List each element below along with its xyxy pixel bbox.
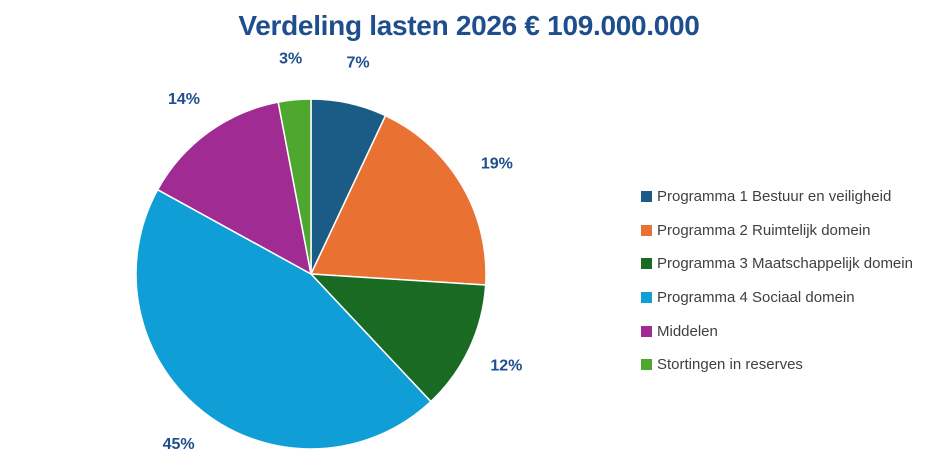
legend-item-3: Programma 3 Maatschappelijk domein: [641, 247, 938, 281]
pie-data-label-5: 14%: [168, 91, 200, 108]
legend-item-4: Programma 4 Sociaal domein: [641, 281, 938, 315]
pie-data-label-2: 19%: [481, 156, 513, 173]
legend-swatch: [641, 292, 652, 304]
pie-data-label-6: 3%: [279, 51, 302, 68]
legend-label: Programma 4 Sociaal domein: [657, 289, 855, 307]
chart-title: Verdeling lasten 2026 € 109.000.000: [238, 10, 700, 41]
legend-item-2: Programma 2 Ruimtelijk domein: [641, 214, 938, 248]
pie-data-label-4: 45%: [163, 436, 195, 453]
pie-slice-5: [156, 101, 312, 275]
pie-data-label-1: 7%: [347, 55, 370, 72]
legend-item-1: Programma 1 Bestuur en veiligheid: [641, 180, 938, 214]
legend-label: Stortingen in reserves: [657, 356, 803, 374]
legend-item-6: Stortingen in reserves: [641, 348, 938, 382]
pie-slice-3: [310, 273, 487, 403]
legend-label: Programma 3 Maatschappelijk domein: [657, 255, 913, 273]
legend-label: Middelen: [657, 322, 718, 340]
legend-swatch: [641, 325, 652, 337]
legend-swatch: [641, 359, 652, 371]
pie-slice-6: [277, 98, 312, 275]
pie-slice-4: [135, 188, 432, 450]
legend-swatch: [641, 191, 652, 203]
legend-swatch: [641, 224, 652, 236]
legend-label: Programma 2 Ruimtelijk domein: [657, 221, 871, 239]
legend-label: Programma 1 Bestuur en veiligheid: [657, 188, 892, 206]
legend-item-5: Middelen: [641, 314, 938, 348]
pie-slice-2: [310, 114, 487, 286]
pie-data-label-3: 12%: [490, 358, 522, 375]
chart-legend: Programma 1 Bestuur en veiligheid Program…: [641, 180, 938, 382]
legend-swatch: [641, 258, 652, 270]
